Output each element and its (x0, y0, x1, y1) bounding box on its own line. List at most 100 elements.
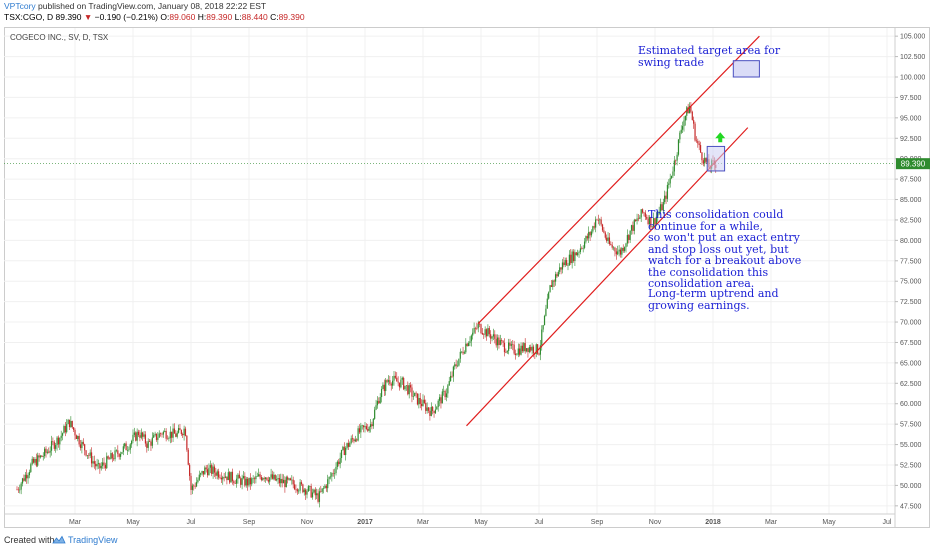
candle-body (23, 478, 25, 481)
candle-body (462, 351, 464, 354)
candle-body (255, 476, 257, 480)
candle-body (264, 477, 267, 479)
consolidation-box[interactable] (706, 145, 726, 172)
candle-body (300, 482, 303, 485)
candle-body (241, 478, 243, 485)
candle-body (390, 383, 392, 386)
candle-body (593, 226, 595, 228)
close-value: 89.390 (278, 12, 305, 22)
candle-body (346, 443, 348, 448)
candle-body (451, 375, 453, 377)
candle-body (190, 475, 192, 490)
candle-body (71, 420, 73, 428)
candle-body (38, 455, 40, 458)
y-tick-label: 52.500 (900, 462, 922, 469)
candle-body (552, 280, 554, 288)
candle-body (128, 449, 130, 451)
price-axis[interactable]: 105.000102.500100.00097.50095.00092.5009… (895, 34, 925, 511)
candle-body (484, 329, 486, 335)
candle-body (684, 115, 686, 121)
candle-body (470, 335, 472, 342)
candle-body (291, 479, 293, 481)
tradingview-brand-link[interactable]: TradingView (68, 535, 118, 545)
candle-body (641, 209, 644, 213)
x-tick-label: Jul (535, 519, 544, 526)
candle-body (571, 251, 573, 264)
candle-body (242, 476, 245, 479)
price-chart[interactable]: 105.000102.500100.00097.50095.00092.5009… (0, 0, 932, 531)
candle-body (694, 123, 696, 141)
candle-body (491, 336, 493, 339)
candle-body (325, 485, 327, 489)
candle-body (328, 477, 330, 480)
candle-body (389, 380, 391, 384)
candle-body (191, 485, 193, 490)
channel-upper-line[interactable] (477, 35, 760, 325)
candle-body (519, 348, 521, 355)
candle-body (503, 342, 506, 353)
last-price-badge-text: 89.390 (901, 160, 926, 169)
candle-body (173, 428, 176, 434)
candle-body (432, 406, 434, 411)
candle-body (597, 219, 599, 221)
candle-body (360, 425, 362, 433)
candle-body (612, 247, 615, 249)
candle-body (39, 455, 42, 458)
candle-body (147, 441, 149, 448)
y-tick-label: 80.000 (900, 238, 922, 245)
candle-body (364, 426, 366, 428)
candle-body (548, 292, 550, 299)
x-tick-label: Sep (591, 519, 604, 526)
candle-body (661, 204, 663, 211)
candle-body (394, 375, 396, 378)
y-tick-label: 92.500 (900, 136, 922, 143)
candle-body (701, 152, 703, 161)
candle-body (274, 474, 276, 481)
candle-body (433, 410, 435, 414)
target-area-box[interactable] (732, 60, 760, 78)
candle-body (263, 478, 265, 479)
candle-body (244, 476, 246, 486)
x-tick-label: May (474, 519, 488, 526)
channel-lower-line[interactable] (466, 127, 749, 427)
candle-body (646, 217, 648, 219)
candle-body (64, 426, 66, 433)
candle-body (96, 464, 98, 467)
candle-body (437, 400, 439, 408)
candle-body (572, 251, 575, 261)
open-label: O: (160, 12, 170, 22)
candle-body (56, 437, 58, 446)
candle-body (697, 140, 699, 144)
candle-body (78, 435, 80, 445)
candle-body (48, 451, 50, 453)
candle-body (303, 489, 305, 493)
candle-body (175, 433, 177, 437)
y-tick-label: 102.500 (900, 54, 925, 61)
time-axis[interactable]: Mar May Jul Sep Nov 2017 Mar May Jul Sep Nov 2018 Ma… (69, 519, 892, 526)
candle-body (339, 457, 341, 465)
candle-body (262, 478, 264, 480)
candle-body (356, 439, 358, 441)
candle-body (106, 456, 108, 469)
candle-body (662, 202, 664, 211)
candle-body (698, 143, 700, 146)
candle-body (231, 471, 234, 482)
candle-body (589, 232, 591, 236)
candle-body (223, 477, 225, 478)
candle-body (530, 347, 532, 351)
candle-body (427, 407, 430, 411)
candle-body (86, 455, 89, 456)
candle-body (164, 430, 166, 432)
uptrend-note[interactable]: Long-term uptrend and growing earnings. (648, 287, 779, 312)
target-area-note[interactable]: Estimated target area for swing trade (638, 44, 781, 69)
candle-body (194, 486, 196, 487)
candle-body (260, 477, 263, 480)
candle-body (115, 450, 118, 451)
candle-body (202, 470, 205, 475)
author-link[interactable]: VPTcory (4, 1, 36, 11)
consolidation-note[interactable]: This consolidation could continue for a … (648, 208, 802, 290)
candle-body (408, 385, 410, 395)
candle-body (195, 482, 198, 487)
candle-body (542, 325, 544, 330)
candle-body (599, 219, 601, 221)
